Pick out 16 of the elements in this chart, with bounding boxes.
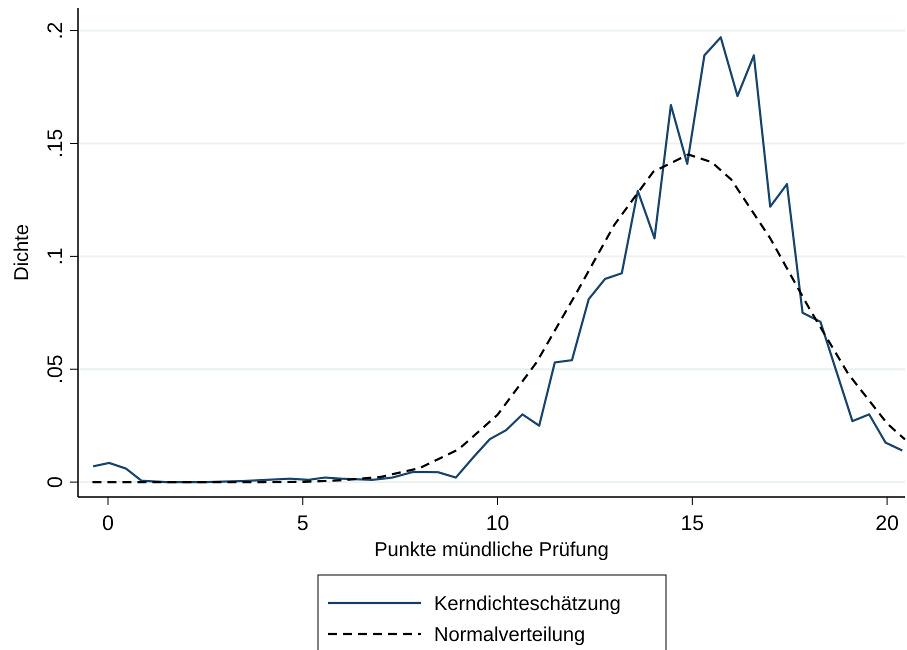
- x-tick-label: 5: [296, 512, 309, 535]
- x-tick-label: 20: [875, 512, 899, 535]
- y-tick-label: 0: [44, 476, 67, 488]
- x-tick-label: 15: [680, 512, 704, 535]
- y-tick-label: .1: [44, 248, 67, 266]
- x-tick-label: 0: [102, 512, 114, 535]
- legend-label: Kerndichteschätzung: [434, 593, 621, 615]
- line-series: [92, 36, 904, 484]
- legend-label: Normalverteilung: [434, 624, 586, 646]
- y-tick-label: .2: [44, 22, 67, 40]
- y-axis-title: Dichte: [11, 224, 33, 281]
- x-axis-title: Punkte mündliche Prüfung: [374, 539, 609, 561]
- x-tick-label: 10: [486, 512, 510, 535]
- line-series: [91, 153, 906, 484]
- y-tick-label: .05: [44, 354, 67, 384]
- y-tick-label: .15: [44, 128, 67, 158]
